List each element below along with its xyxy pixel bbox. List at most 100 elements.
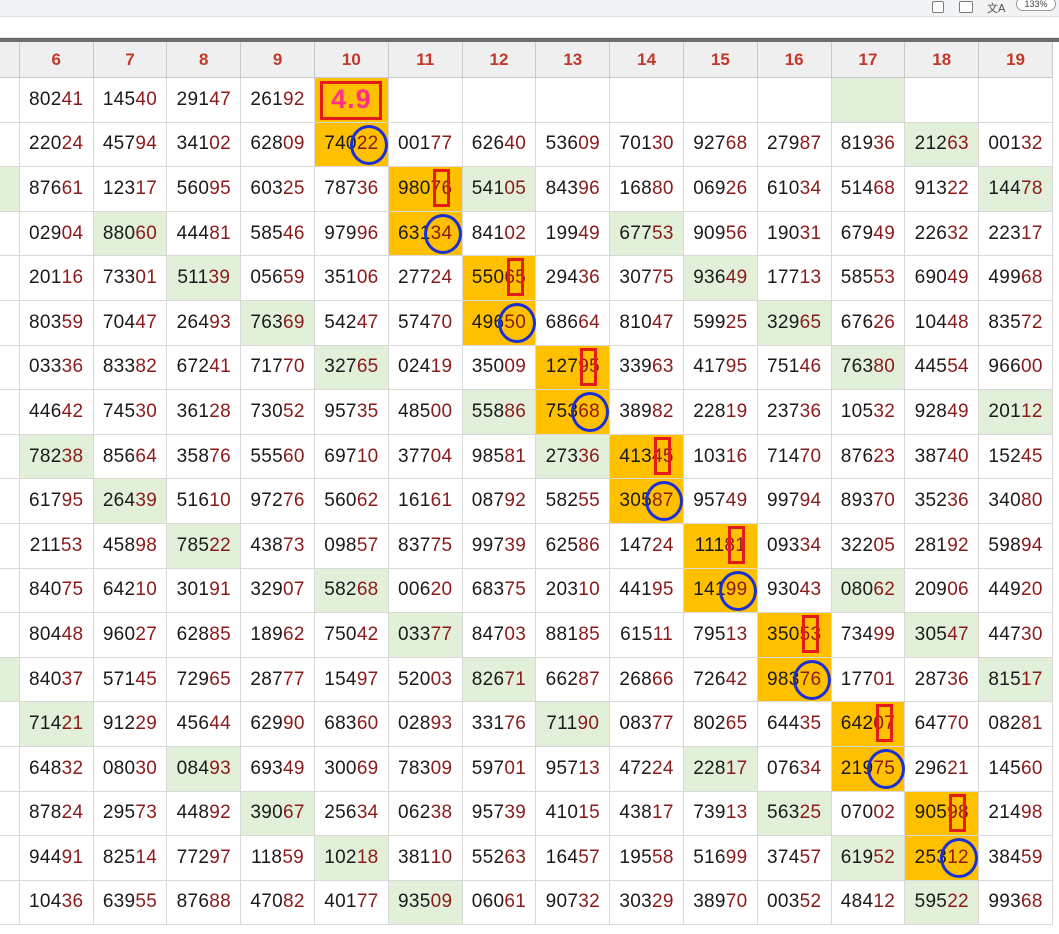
table-cell[interactable]: 4.9 [314, 78, 389, 123]
table-cell[interactable]: 340 80 [979, 479, 1053, 524]
cut-cell[interactable]: 7 [0, 211, 20, 257]
table-cell[interactable]: 729 65 [167, 657, 242, 703]
table-cell[interactable]: 617 95 [19, 479, 94, 524]
table-cell[interactable]: 802 41 [19, 78, 94, 123]
column-header[interactable]: 12 [462, 42, 537, 78]
table-cell[interactable]: 717 70 [241, 345, 315, 391]
table-cell[interactable]: 277 24 [388, 256, 463, 301]
table-cell[interactable]: 913 22 [905, 167, 980, 212]
table-cell[interactable]: 279 87 [757, 122, 832, 168]
table-cell[interactable]: 647 70 [905, 702, 980, 747]
cut-cell[interactable]: 4 [0, 256, 20, 301]
table-cell[interactable]: 305 47 [905, 613, 980, 658]
table-cell[interactable]: 261 92 [241, 78, 315, 123]
cut-cell[interactable]: 3 [0, 167, 20, 212]
table-cell[interactable]: 201 12 [979, 390, 1053, 435]
column-header[interactable]: 10 [314, 42, 389, 78]
table-cell[interactable]: 847 03 [462, 613, 537, 658]
table-cell[interactable]: 585 53 [831, 256, 906, 301]
table-cell[interactable]: 803 59 [19, 300, 94, 346]
table-cell[interactable]: 558 86 [462, 390, 537, 435]
table-cell[interactable]: 714 70 [757, 434, 832, 480]
reader-icon[interactable] [959, 1, 973, 13]
column-header[interactable]: 14 [610, 42, 684, 78]
table-cell[interactable]: 449 20 [979, 568, 1053, 614]
table-cell[interactable]: 203 10 [536, 568, 611, 614]
table-cell[interactable]: 105 32 [831, 390, 906, 435]
table-cell[interactable]: 237 36 [757, 390, 832, 435]
column-header-cut[interactable] [0, 42, 20, 78]
table-cell[interactable]: 672 41 [167, 345, 242, 391]
table-cell[interactable]: 152 45 [979, 434, 1053, 480]
table-cell[interactable]: 264 39 [93, 479, 168, 524]
table-cell[interactable]: 228 19 [683, 390, 758, 435]
table-cell[interactable]: 595 22 [905, 880, 980, 926]
table-cell[interactable]: 714 21 [19, 702, 94, 747]
table-cell[interactable]: 878 24 [19, 791, 94, 837]
table-cell[interactable]: 972 76 [241, 479, 315, 524]
table-cell[interactable]: 322 05 [831, 523, 906, 569]
table-cell[interactable]: 726 42 [683, 657, 758, 703]
table-cell[interactable]: 763 69 [241, 300, 315, 346]
table-cell[interactable]: 840 37 [19, 657, 94, 703]
table-cell[interactable]: 841 02 [462, 211, 537, 257]
table-cell[interactable]: 642 10 [93, 568, 168, 614]
table-cell[interactable]: 881 85 [536, 613, 611, 658]
table-cell[interactable]: 352 36 [905, 479, 980, 524]
table-cell[interactable]: 541 05 [462, 167, 537, 212]
cut-cell[interactable]: 9 [0, 479, 20, 524]
table-cell[interactable]: 730 52 [241, 390, 315, 435]
table-cell[interactable]: 060 61 [462, 880, 537, 926]
column-header[interactable]: 11 [388, 42, 463, 78]
table-cell[interactable]: 161 61 [388, 479, 463, 524]
table-cell[interactable]: 804 48 [19, 613, 94, 658]
table-cell[interactable]: 734 99 [831, 613, 906, 658]
cut-cell[interactable]: 2 [0, 434, 20, 480]
table-cell[interactable]: 782 38 [19, 434, 94, 480]
table-cell[interactable]: 739 13 [683, 791, 758, 837]
table-cell[interactable]: 341 02 [167, 122, 242, 168]
table-cell[interactable] [757, 78, 832, 123]
column-header[interactable]: 9 [241, 42, 315, 78]
cut-cell[interactable]: 5 [0, 791, 20, 837]
table-cell[interactable]: 686 64 [536, 300, 611, 346]
column-header[interactable]: 13 [536, 42, 611, 78]
table-cell[interactable]: 876 23 [831, 434, 906, 480]
table-cell[interactable]: 024 19 [388, 345, 463, 391]
table-cell[interactable]: 144 78 [979, 167, 1053, 212]
table-cell[interactable]: 303 29 [610, 880, 684, 926]
table-cell[interactable]: 711 90 [536, 702, 611, 747]
table-cell[interactable]: 753 68 [536, 390, 611, 435]
table-cell[interactable]: 350 09 [462, 345, 537, 391]
table-cell[interactable]: 457 94 [93, 122, 168, 168]
table-cell[interactable]: 944 91 [19, 836, 94, 881]
table-cell[interactable]: 209 06 [905, 568, 980, 614]
table-cell[interactable]: 927 68 [683, 122, 758, 168]
table-cell[interactable]: 683 60 [314, 702, 389, 747]
table-cell[interactable]: 098 57 [314, 523, 389, 569]
table-cell[interactable]: 444 81 [167, 211, 242, 257]
table-cell[interactable]: 983 76 [757, 657, 832, 703]
table-cell[interactable]: 118 59 [241, 836, 315, 881]
table-cell[interactable]: 226 32 [905, 211, 980, 257]
table-cell[interactable]: 201 16 [19, 256, 94, 301]
table-cell[interactable] [462, 78, 537, 123]
table-cell[interactable]: 080 30 [93, 746, 168, 792]
table-cell[interactable]: 253 12 [905, 836, 980, 881]
table-cell[interactable]: 287 36 [905, 657, 980, 703]
table-cell[interactable]: 745 30 [93, 390, 168, 435]
table-cell[interactable] [610, 78, 684, 123]
cut-cell[interactable]: 2 [0, 345, 20, 391]
table-cell[interactable]: 307 75 [610, 256, 684, 301]
table-cell[interactable]: 069 26 [683, 167, 758, 212]
table-cell[interactable] [979, 78, 1053, 123]
cut-cell[interactable]: 6 [0, 300, 20, 346]
table-cell[interactable]: 520 03 [388, 657, 463, 703]
table-cell[interactable]: 511 39 [167, 256, 242, 301]
table-cell[interactable]: 985 81 [462, 434, 537, 480]
table-cell[interactable]: 787 36 [314, 167, 389, 212]
table-cell[interactable]: 104 36 [19, 880, 94, 926]
table-cell[interactable]: 825 14 [93, 836, 168, 881]
table-cell[interactable]: 957 13 [536, 746, 611, 792]
cut-cell[interactable]: 7 [0, 657, 20, 703]
